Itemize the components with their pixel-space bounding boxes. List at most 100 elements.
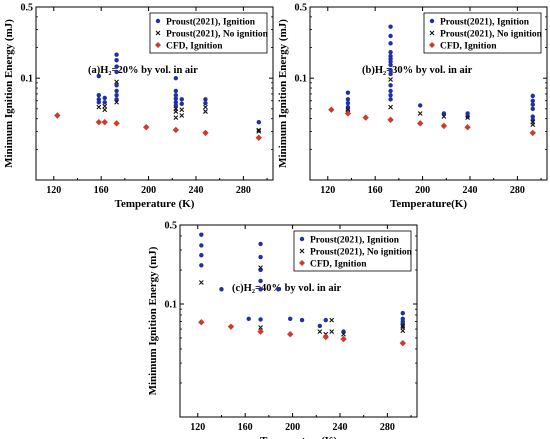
- series-diamond: [328, 106, 536, 137]
- y-tick-label: 0.5: [295, 3, 308, 14]
- x-tick-label: 160: [238, 422, 253, 433]
- y-tick-label: 0.1: [21, 74, 34, 85]
- series-x: [345, 77, 536, 127]
- legend-marker: [155, 30, 161, 36]
- x-tick-label: 200: [285, 422, 300, 433]
- data-point: [202, 129, 209, 137]
- data-point: [114, 88, 119, 94]
- legend-box: [423, 12, 542, 54]
- x-tick-label: 120: [320, 185, 335, 196]
- data-point: [172, 126, 180, 134]
- data-point: [114, 83, 119, 88]
- data-point: [102, 107, 108, 113]
- legend-label: CFD, Ignition: [440, 42, 497, 52]
- data-point: [179, 97, 184, 102]
- data-point: [246, 316, 251, 321]
- data-point: [388, 62, 393, 68]
- data-point: [179, 113, 185, 118]
- series-x: [96, 79, 262, 134]
- data-point: [199, 232, 204, 237]
- data-point: [317, 329, 323, 334]
- data-point: [388, 97, 393, 102]
- data-point: [345, 90, 351, 95]
- data-point: [317, 323, 323, 329]
- data-point: [341, 331, 346, 337]
- data-point: [530, 122, 536, 127]
- x-tick-label: 160: [94, 185, 109, 196]
- data-point: [203, 104, 208, 110]
- series-circle: [345, 24, 535, 123]
- data-point: [465, 114, 470, 119]
- data-point: [219, 287, 224, 292]
- data-point: [203, 100, 208, 106]
- legend-label: CFD, Ignition: [310, 260, 367, 270]
- data-point: [388, 41, 393, 46]
- legend-marker: [429, 18, 435, 24]
- data-point: [179, 107, 185, 113]
- series-circle: [199, 232, 405, 334]
- data-point: [388, 59, 393, 64]
- data-point: [400, 328, 406, 334]
- data-point: [256, 127, 262, 133]
- chart-panel-2: 120 160 200 240 280 0.1 0.5 Temperature(K) Minim…: [277, 3, 548, 210]
- data-point: [388, 77, 393, 82]
- data-point: [329, 317, 335, 323]
- data-point: [173, 103, 179, 108]
- y-tick-label: 0.5: [165, 221, 178, 232]
- legend-label: Proust(2021), No ignition: [440, 29, 543, 40]
- data-point: [179, 101, 184, 107]
- data-point: [114, 79, 119, 85]
- data-point: [173, 96, 179, 101]
- data-point: [388, 33, 393, 39]
- data-point: [102, 100, 107, 105]
- y-axis-title: Minimum Ignition Energy (mJ): [147, 246, 159, 395]
- data-point: [199, 263, 204, 268]
- legend-label: CFD, Ignition: [166, 42, 223, 52]
- data-point: [114, 58, 119, 63]
- data-point: [113, 120, 120, 127]
- data-point: [388, 71, 393, 77]
- data-point: [345, 97, 351, 102]
- data-point: [114, 99, 119, 105]
- legend-marker: [429, 30, 435, 36]
- series-diamond: [198, 319, 406, 347]
- data-point: [96, 100, 102, 105]
- data-point: [417, 120, 424, 127]
- data-point: [388, 104, 393, 110]
- data-point: [388, 67, 393, 73]
- data-point: [465, 115, 470, 120]
- y-axis-title: Minimum Ignition Energy (mJ): [277, 19, 289, 168]
- data-point: [173, 93, 179, 98]
- x-tick-label: 280: [236, 185, 251, 196]
- data-point: [258, 265, 263, 270]
- data-point: [257, 328, 264, 335]
- data-point: [418, 103, 423, 108]
- x-tick-label: 200: [141, 185, 156, 196]
- data-point: [440, 122, 448, 130]
- data-point: [95, 118, 103, 126]
- data-point: [96, 73, 102, 79]
- legend-label: Proust(2021), Ignition: [440, 17, 530, 28]
- data-point: [114, 64, 119, 69]
- series-diamond: [54, 112, 262, 141]
- data-point: [102, 95, 107, 101]
- y-tick-label: 0.1: [165, 299, 178, 310]
- data-point: [323, 317, 328, 323]
- data-point: [258, 287, 263, 292]
- legend-marker: [155, 18, 161, 24]
- data-point: [530, 106, 535, 112]
- data-point: [198, 319, 205, 326]
- data-point: [400, 310, 405, 316]
- legend-marker: [299, 236, 305, 242]
- x-tick-label: 120: [46, 185, 61, 196]
- data-point: [101, 118, 108, 126]
- data-point: [114, 93, 119, 98]
- plot-frame: [35, 6, 274, 181]
- chart-panel-1: 120 160 200 240 280 0.1 0.5 Temperature (K) Mini…: [3, 3, 274, 210]
- data-point: [441, 114, 447, 119]
- data-point: [258, 317, 263, 322]
- data-point: [258, 278, 263, 284]
- data-point: [388, 93, 393, 98]
- data-point: [288, 316, 293, 321]
- data-point: [465, 111, 470, 116]
